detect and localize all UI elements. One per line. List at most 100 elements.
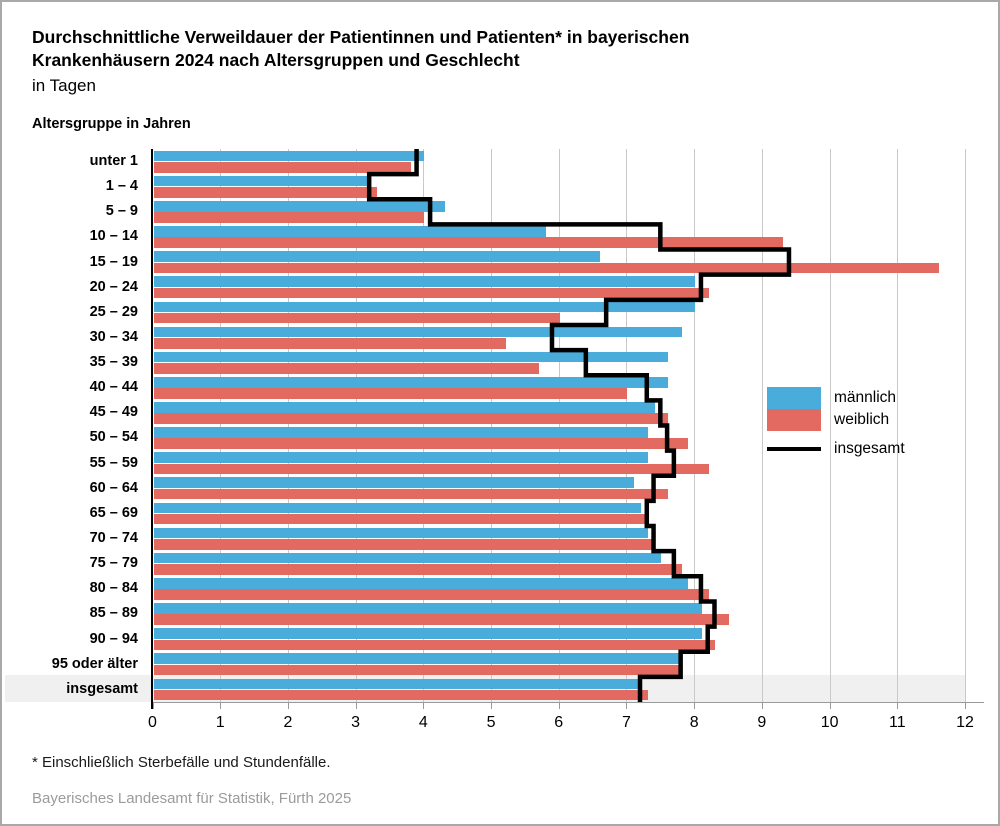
- bar-weiblich-20 – 24: [153, 287, 709, 299]
- legend-label-insgesamt: insgesamt: [834, 440, 905, 457]
- bar-männlich-unter 1: [153, 150, 425, 162]
- gridline: [355, 149, 357, 702]
- bar-weiblich-45 – 49: [153, 413, 669, 424]
- bar-weiblich-unter 1: [153, 162, 411, 173]
- row-label-4: 10 – 14: [89, 228, 138, 245]
- legend-item-insgesamt: insgesamt: [767, 438, 905, 460]
- bar-weiblich-95 oder älter: [153, 664, 682, 676]
- x-tick-label-3: 3: [351, 713, 361, 731]
- row-label-14: 60 – 64: [89, 479, 138, 496]
- x-axis-tick-6: [558, 701, 560, 709]
- bar-weiblich-80 – 84: [153, 589, 709, 600]
- x-tick-label-2: 2: [283, 713, 293, 731]
- x-tick-label-4: 4: [418, 713, 428, 731]
- x-tick-label-12: 12: [956, 713, 974, 731]
- gridline: [965, 149, 967, 702]
- x-axis-tick-10: [829, 701, 831, 709]
- bar-männlich-55 – 59: [153, 452, 648, 463]
- x-axis-tick-5: [491, 701, 493, 709]
- x-axis-tick-7: [626, 701, 628, 709]
- row-label-3: 5 – 9: [105, 203, 138, 220]
- legend-label-maennlich: männlich: [834, 389, 897, 406]
- bar-weiblich-25 – 29: [153, 312, 560, 324]
- x-axis-tick-9: [761, 701, 763, 709]
- bar-weiblich-65 – 69: [153, 513, 648, 525]
- legend-swatch-insgesamt: [767, 446, 821, 452]
- y-axis-title: Altersgruppe in Jahren: [32, 116, 191, 132]
- gridline: [220, 149, 222, 702]
- row-label-9: 35 – 39: [89, 354, 138, 371]
- x-axis-tick-1: [220, 701, 222, 709]
- bar-männlich-20 – 24: [153, 276, 696, 287]
- gridline: [897, 149, 899, 702]
- source-attribution: Bayerisches Landesamt für Statistik, Für…: [32, 790, 352, 807]
- row-label-20: 90 – 94: [89, 630, 138, 647]
- row-label-2: 1 – 4: [105, 178, 138, 195]
- row-label-15: 65 – 69: [89, 504, 138, 521]
- x-tick-label-0: 0: [148, 713, 157, 731]
- bar-weiblich-30 – 34: [153, 337, 506, 349]
- bar-weiblich-85 – 89: [153, 614, 730, 626]
- x-axis-tick-0: [152, 701, 154, 709]
- row-label-16: 70 – 74: [89, 530, 138, 547]
- x-axis-tick-3: [355, 701, 357, 709]
- row-label-10: 40 – 44: [89, 379, 138, 396]
- bar-männlich-1 – 4: [153, 175, 371, 187]
- legend-swatch-weiblich: [767, 409, 821, 431]
- bar-männlich-65 – 69: [153, 502, 641, 514]
- bar-männlich-10 – 14: [153, 226, 547, 237]
- legend-swatch-maennlich: [767, 387, 821, 409]
- bar-männlich-90 – 94: [153, 628, 702, 639]
- row-label-22: insgesamt: [66, 680, 138, 697]
- bar-männlich-75 – 79: [153, 552, 662, 564]
- x-tick-label-10: 10: [820, 713, 839, 731]
- bar-männlich-30 – 34: [153, 326, 682, 338]
- row-label-5: 15 – 19: [89, 253, 138, 270]
- bar-männlich-80 – 84: [153, 578, 689, 589]
- row-label-19: 85 – 89: [89, 605, 138, 622]
- x-axis-tick-2: [287, 701, 289, 709]
- chart-subtitle: in Tagen: [32, 76, 96, 95]
- row-label-8: 30 – 34: [89, 328, 138, 345]
- row-label-17: 75 – 79: [89, 555, 138, 572]
- bar-weiblich-10 – 14: [153, 237, 784, 248]
- row-label-11: 45 – 49: [89, 404, 138, 421]
- bar-weiblich-60 – 64: [153, 488, 669, 500]
- x-tick-label-7: 7: [622, 713, 631, 731]
- bar-weiblich-5 – 9: [153, 212, 425, 223]
- bar-weiblich-15 – 19: [153, 262, 939, 274]
- x-tick-label-6: 6: [554, 713, 564, 731]
- bar-männlich-5 – 9: [153, 200, 445, 212]
- bar-weiblich-90 – 94: [153, 639, 716, 651]
- row-label-6: 20 – 24: [89, 278, 138, 295]
- x-tick-label-8: 8: [689, 713, 699, 731]
- x-axis-tick-4: [423, 701, 425, 709]
- bar-männlich-15 – 19: [153, 251, 601, 262]
- legend-item-weiblich: weiblich: [767, 409, 905, 431]
- x-axis-tick-11: [897, 701, 899, 709]
- x-axis-tick-12: [965, 701, 967, 709]
- bar-männlich-45 – 49: [153, 402, 655, 413]
- row-label-21: 95 oder älter: [51, 655, 138, 672]
- legend-label-weiblich: weiblich: [834, 411, 890, 428]
- bar-männlich-95 oder älter: [153, 653, 682, 664]
- bar-weiblich-35 – 39: [153, 363, 540, 374]
- gridline: [829, 149, 831, 702]
- x-axis-tick-8: [694, 701, 696, 709]
- row-label-12: 50 – 54: [89, 429, 138, 446]
- y-axis-line: [150, 149, 153, 709]
- bar-männlich-50 – 54: [153, 427, 648, 438]
- x-tick-label-5: 5: [486, 713, 496, 731]
- bar-weiblich-insgesamt: [153, 689, 648, 701]
- gridline: [287, 149, 289, 702]
- x-tick-label-11: 11: [888, 713, 906, 731]
- bar-weiblich-50 – 54: [153, 438, 689, 450]
- bar-weiblich-40 – 44: [153, 388, 628, 399]
- row-label-18: 80 – 84: [89, 580, 138, 597]
- bar-weiblich-70 – 74: [153, 539, 655, 550]
- title-line2: Krankenhäusern 2024 nach Altersgruppen u…: [32, 50, 520, 70]
- legend: männlich weiblich insgesamt: [767, 387, 905, 460]
- gridline: [761, 149, 763, 702]
- row-label-1: unter 1: [89, 153, 138, 169]
